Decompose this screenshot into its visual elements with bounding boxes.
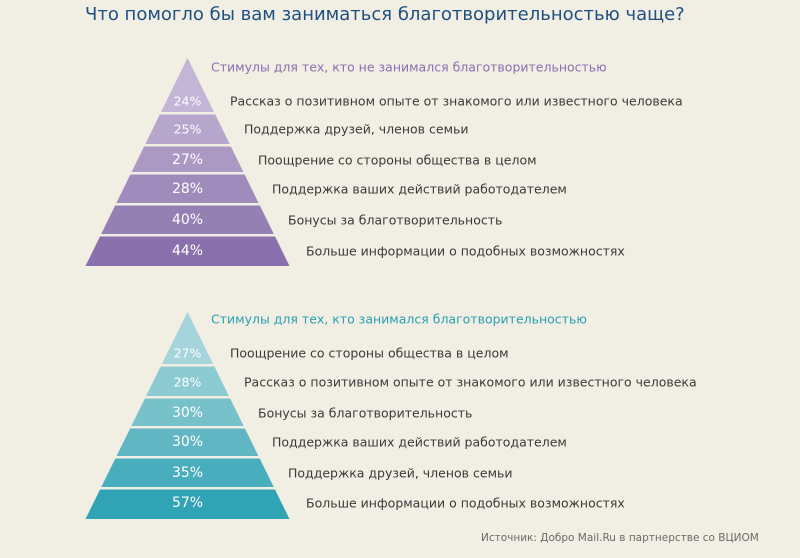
pyramid-band [131, 146, 244, 172]
value-label: 24% [173, 93, 202, 109]
value-label: 35% [171, 465, 204, 481]
category-label: Бонусы за благотворительность [288, 212, 503, 228]
value-label: 30% [171, 434, 204, 450]
chart-title: Что помогло бы вам заниматься благотвори… [85, 4, 685, 25]
category-label: Поддержка друзей, членов семьи [244, 121, 469, 137]
value-label: 27% [171, 152, 204, 168]
category-label: Поощрение со стороны общества в целом [258, 152, 537, 168]
category-label: Поддержка друзей, членов семьи [288, 465, 513, 481]
pyramid-band [85, 489, 290, 519]
pyramid-band [85, 236, 290, 266]
pyramid-band [116, 428, 259, 456]
category-label: Поощрение со стороны общества в целом [230, 345, 509, 361]
pyramid-band [146, 366, 229, 396]
category-label: Поддержка ваших действий работодателем [272, 181, 567, 197]
pyramid-band [161, 312, 214, 364]
value-label: 57% [171, 495, 204, 511]
pyramid-band [131, 398, 244, 426]
value-label: 28% [171, 181, 204, 197]
pyramid-band [116, 174, 259, 203]
value-label: 44% [171, 243, 204, 259]
value-label: 40% [171, 212, 204, 228]
pyramid-subtitle: Стимулы для тех, кто не занимался благот… [211, 59, 607, 75]
pyramid-band [161, 58, 214, 112]
category-label: Рассказ о позитивном опыте от знакомого … [230, 93, 683, 109]
category-label: Больше информации о подобных возможностя… [306, 495, 625, 511]
category-label: Бонусы за благотворительность [258, 405, 473, 421]
value-label: 25% [173, 121, 202, 137]
source-note: Источник: Добро Mail.Ru в партнерстве со… [481, 532, 759, 544]
category-label: Поддержка ваших действий работодателем [272, 434, 567, 450]
value-label: 28% [173, 374, 202, 390]
pyramid-subtitle: Стимулы для тех, кто занимался благотвор… [211, 311, 587, 327]
value-label: 27% [173, 345, 202, 361]
category-label: Рассказ о позитивном опыте от знакомого … [244, 374, 697, 390]
pyramid-band [101, 458, 274, 487]
pyramid-band [101, 205, 274, 234]
value-label: 30% [171, 405, 204, 421]
category-label: Больше информации о подобных возможностя… [306, 243, 625, 259]
pyramid-band [145, 114, 230, 144]
